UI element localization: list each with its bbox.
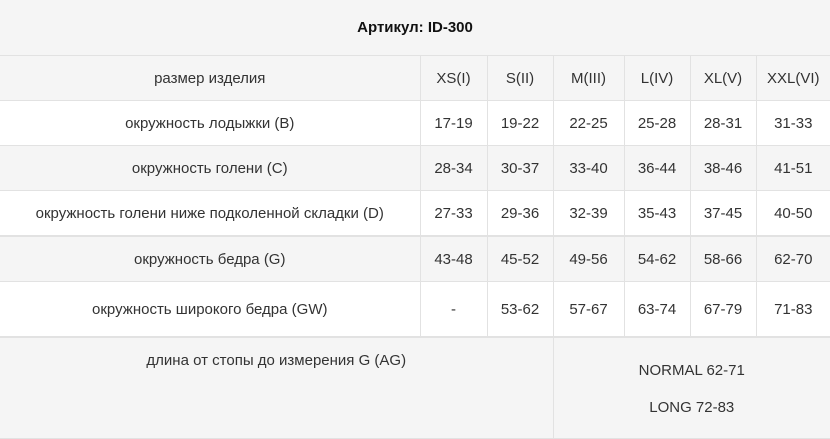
cell: 29-36 [487, 191, 553, 237]
size-header: XL(V) [690, 56, 756, 101]
cell: 63-74 [624, 282, 690, 338]
size-header: L(IV) [624, 56, 690, 101]
row-label: окружность голени (C) [0, 146, 420, 191]
cell: 43-48 [420, 236, 487, 282]
length-long: LONG 72-83 [554, 389, 830, 426]
cell: 71-83 [756, 282, 830, 338]
cell: 19-22 [487, 101, 553, 146]
cell: 41-51 [756, 146, 830, 191]
size-header: S(II) [487, 56, 553, 101]
cell: 28-34 [420, 146, 487, 191]
size-header: M(III) [553, 56, 624, 101]
table-row: окружность широкого бедра (GW) - 53-62 5… [0, 282, 830, 338]
article-title: Артикул: ID-300 [0, 0, 830, 56]
cell: 40-50 [756, 191, 830, 237]
length-values: NORMAL 62-71 LONG 72-83 [553, 337, 830, 439]
cell: 33-40 [553, 146, 624, 191]
row-label: окружность голени ниже подколенной склад… [0, 191, 420, 237]
cell: 57-67 [553, 282, 624, 338]
cell: 37-45 [690, 191, 756, 237]
cell: 67-79 [690, 282, 756, 338]
table-row: окружность лодыжки (B) 17-19 19-22 22-25… [0, 101, 830, 146]
length-normal: NORMAL 62-71 [554, 352, 830, 389]
cell: 53-62 [487, 282, 553, 338]
title-row: Артикул: ID-300 [0, 0, 830, 56]
header-row: размер изделия XS(I) S(II) M(III) L(IV) … [0, 56, 830, 101]
cell: 58-66 [690, 236, 756, 282]
cell: 38-46 [690, 146, 756, 191]
row-label: окружность лодыжки (B) [0, 101, 420, 146]
cell: 17-19 [420, 101, 487, 146]
cell: - [420, 282, 487, 338]
cell: 27-33 [420, 191, 487, 237]
row-label: окружность широкого бедра (GW) [0, 282, 420, 338]
cell: 62-70 [756, 236, 830, 282]
table-row: окружность голени ниже подколенной склад… [0, 191, 830, 237]
length-row: длина от стопы до измерения G (AG) NORMA… [0, 337, 830, 439]
cell: 30-37 [487, 146, 553, 191]
cell: 31-33 [756, 101, 830, 146]
cell: 32-39 [553, 191, 624, 237]
header-label: размер изделия [0, 56, 420, 101]
table-row: окружность голени (C) 28-34 30-37 33-40 … [0, 146, 830, 191]
row-label: окружность бедра (G) [0, 236, 420, 282]
cell: 25-28 [624, 101, 690, 146]
cell: 45-52 [487, 236, 553, 282]
table-row: окружность бедра (G) 43-48 45-52 49-56 5… [0, 236, 830, 282]
cell: 36-44 [624, 146, 690, 191]
cell: 49-56 [553, 236, 624, 282]
cell: 35-43 [624, 191, 690, 237]
cell: 28-31 [690, 101, 756, 146]
cell: 22-25 [553, 101, 624, 146]
length-label: длина от стопы до измерения G (AG) [0, 337, 553, 439]
size-header: XS(I) [420, 56, 487, 101]
cell: 54-62 [624, 236, 690, 282]
size-header: XXL(VI) [756, 56, 830, 101]
